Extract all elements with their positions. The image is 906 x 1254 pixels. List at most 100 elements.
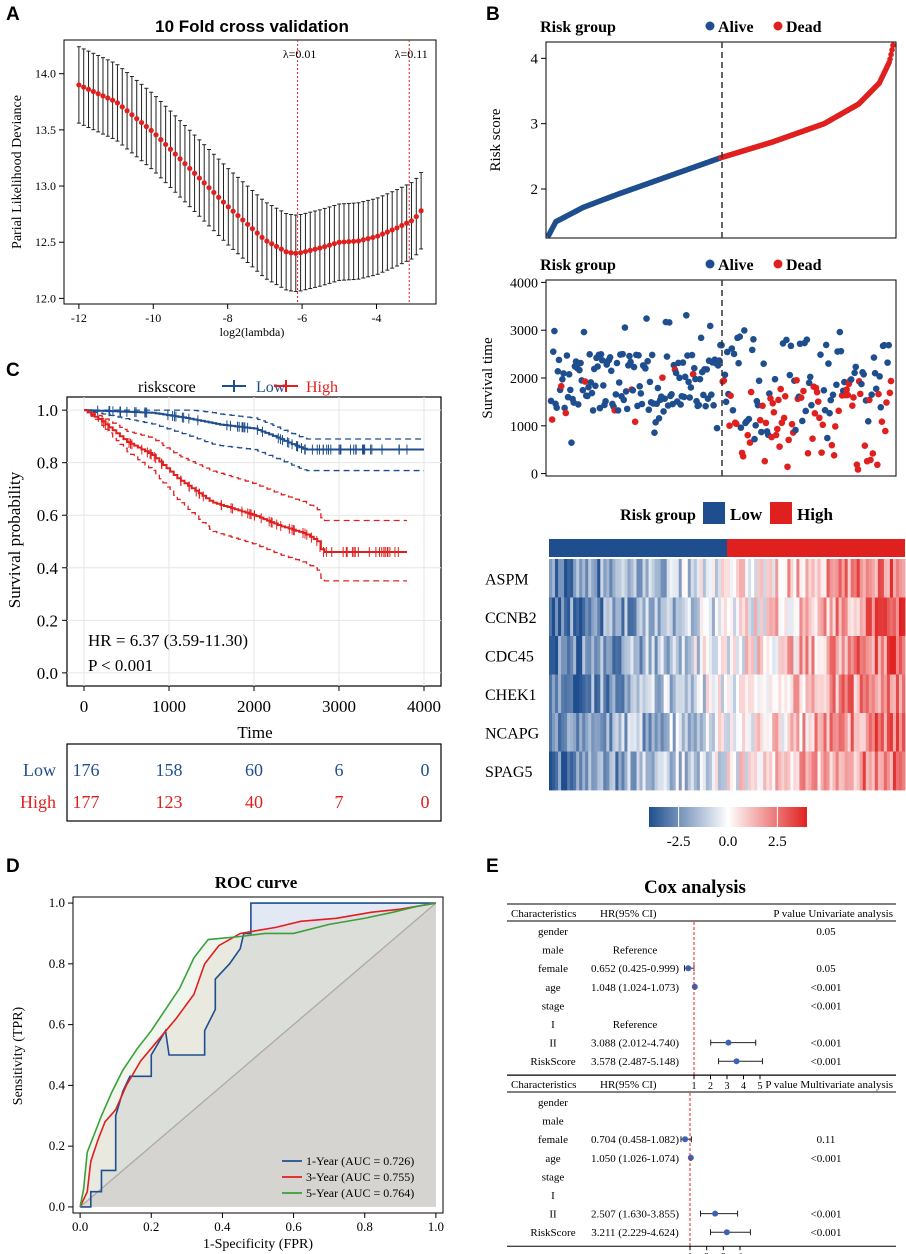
survival-time-point [770,409,778,416]
heatmap-cell [880,636,885,675]
heatmap-cell [558,674,562,714]
survival-time-point [847,376,855,383]
km-survival-curve [84,409,407,554]
heatmap-cell [847,559,852,598]
heatmap-cell [681,636,686,675]
heatmap-cell [624,597,628,637]
risk-table-cell: 177 [73,792,100,812]
roc-y-tick-label: 0.2 [49,1138,65,1153]
heatmap-cell [675,674,680,714]
heatmap-cell [591,751,595,791]
heatmap-cell [552,674,556,714]
survival-time-point [877,403,885,411]
legend-low-label: Low [730,505,763,524]
heatmap-cell [693,559,698,598]
survival-time-point [721,371,729,379]
survival-time-point [844,391,852,399]
survival-time-point [750,335,757,343]
heatmap-cell [895,597,900,637]
heatmap-cell [663,559,668,598]
heatmap-cell [723,597,728,637]
survival-time-point [683,311,690,319]
heatmap-cell [883,559,888,598]
roc-y-tick-label: 0.8 [49,956,65,971]
heatmap-cell [633,559,637,598]
heatmap-cell [889,559,894,598]
heatmap-cell [811,559,815,598]
heatmap-cell [745,713,749,752]
heatmap-cell [708,636,713,675]
forest-axis-label: 4 [738,1252,743,1254]
heatmap-cell [772,636,776,675]
heatmap-cell [859,597,864,637]
heatmap-cell [796,674,800,714]
heatmap-cell [618,674,622,714]
heatmap-cell [862,559,867,598]
survival-time-point [776,443,783,450]
heatmap-cell [630,597,634,637]
heatmap-gene-label: NCAPG [485,725,540,742]
heatmap-cell [778,674,782,714]
forest-row-characteristic: age [545,1153,560,1165]
survival-time-point [788,420,796,428]
heatmap-cell [678,751,683,791]
heatmap-cell [838,713,843,752]
heatmap-cell [754,636,758,675]
heatmap-cell [720,674,725,714]
heatmap-cell [723,559,728,598]
survival-time-point [548,416,556,423]
heatmap-cell [787,597,791,637]
heatmap-cell [567,751,571,791]
heatmap-cell [850,674,855,714]
heatmap-cell [790,597,794,637]
heatmap-cell [660,559,665,598]
lasso-point [235,212,241,219]
heatmap-cell [835,636,840,675]
forest-row-characteristic: gender [538,926,568,938]
heatmap-cell [802,597,806,637]
heatmap-cell [609,597,613,637]
heatmap-cell [754,751,758,791]
colorbar-tick-label: 2.5 [768,834,787,850]
heatmap-cell [561,713,565,752]
heatmap-cell [606,713,610,752]
heatmap-cell [745,674,749,714]
survival-time-point [850,394,857,401]
survival-time-point [562,409,570,417]
survival-time-point [621,324,629,331]
heatmap-cell [787,559,791,598]
forest-row-p: <0.001 [811,1227,842,1239]
heatmap-cell [862,597,867,637]
survival-time-point [825,360,832,367]
km-x-tick-label: 2000 [237,697,271,716]
heatmap-cell [748,674,752,714]
heatmap-cell [751,751,755,791]
forest-row-hr: 2.507 (1.630-3.855) [591,1209,679,1221]
heatmap-cell [639,751,643,791]
heatmap-cell [678,597,683,637]
lasso-point [124,108,130,114]
km-legend-low-label: Low [256,379,286,396]
lasso-point [394,225,400,231]
heatmap-cell [549,751,553,791]
heatmap-cell [723,713,728,752]
heatmap-cell [880,713,885,752]
heatmap-cell [871,674,876,714]
survival-time-point [630,363,638,371]
heatmap-cell [754,559,758,598]
forest-row-p: <0.001 [811,1153,842,1165]
roc-legend-label: 1-Year (AUC = 0.726) [306,1154,414,1168]
survival-time-point [785,436,792,444]
survival-time-point [728,345,736,352]
annotation-bar-low [549,539,727,557]
heatmap-cell [588,559,592,598]
heatmap-cell [901,597,906,637]
heatmap-cell [624,713,628,752]
heatmap-cell [733,559,737,598]
lasso-point [317,245,323,251]
heatmap-cell [618,597,622,637]
heatmap-cell [684,597,689,637]
heatmap-cell [693,713,698,752]
heatmap-cell [591,636,595,675]
heatmap-cell [901,751,906,791]
